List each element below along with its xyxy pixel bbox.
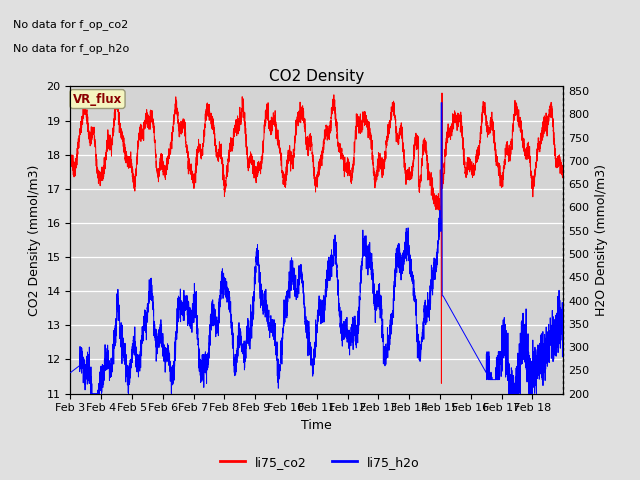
Text: No data for f_op_co2: No data for f_op_co2 bbox=[13, 19, 128, 30]
Text: No data for f_op_h2o: No data for f_op_h2o bbox=[13, 43, 129, 54]
Legend: li75_co2, li75_h2o: li75_co2, li75_h2o bbox=[215, 451, 425, 474]
Y-axis label: CO2 Density (mmol/m3): CO2 Density (mmol/m3) bbox=[28, 164, 41, 316]
Title: CO2 Density: CO2 Density bbox=[269, 69, 364, 84]
X-axis label: Time: Time bbox=[301, 419, 332, 432]
Text: VR_flux: VR_flux bbox=[73, 93, 122, 106]
Y-axis label: H2O Density (mmol/m3): H2O Density (mmol/m3) bbox=[595, 164, 608, 316]
